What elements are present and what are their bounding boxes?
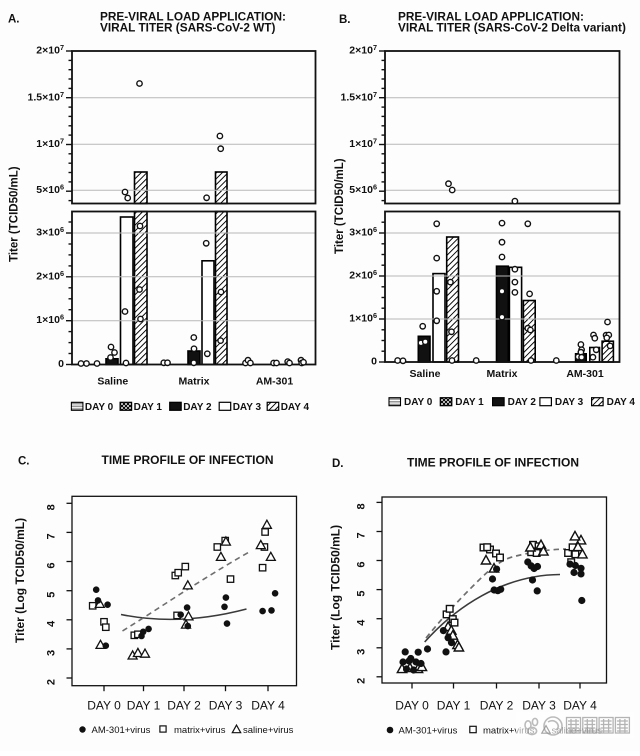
svg-text:1.5×107: 1.5×107	[28, 90, 64, 104]
svg-text:B.: B.	[339, 14, 351, 26]
svg-text:4: 4	[46, 620, 58, 627]
svg-text:DAY 3: DAY 3	[555, 397, 584, 408]
svg-text:DAY 2: DAY 2	[480, 699, 514, 713]
svg-text:7: 7	[45, 533, 57, 539]
svg-text:VIRAL TITER (SARS-CoV-2 WT): VIRAL TITER (SARS-CoV-2 WT)	[100, 21, 275, 35]
svg-text:0: 0	[371, 356, 377, 368]
svg-text:3: 3	[356, 649, 368, 655]
svg-text:DAY 0: DAY 0	[85, 402, 114, 413]
svg-text:DAY 1: DAY 1	[127, 699, 161, 713]
svg-text:AM-301+virus: AM-301+virus	[92, 725, 151, 736]
svg-text:Matrix: Matrix	[179, 376, 210, 388]
svg-text:1×107: 1×107	[36, 136, 64, 150]
svg-text:Titer (TCID50/mL): Titer (TCID50/mL)	[334, 158, 346, 254]
svg-text:7: 7	[356, 532, 368, 538]
svg-text:2×106: 2×106	[36, 269, 64, 283]
svg-text:PRE-VIRAL LOAD APPLICATION:: PRE-VIRAL LOAD APPLICATION:	[100, 10, 286, 24]
svg-text:5: 5	[46, 592, 58, 598]
svg-text:8: 8	[356, 503, 368, 509]
svg-text:Matrix: Matrix	[487, 368, 518, 380]
svg-text:DAY 4: DAY 4	[563, 699, 597, 713]
svg-text:DAY 1: DAY 1	[134, 402, 163, 413]
svg-text:matrix+virus: matrix+virus	[483, 726, 535, 737]
svg-text:C.: C.	[18, 456, 30, 468]
svg-text:8: 8	[46, 504, 58, 510]
svg-text:0: 0	[58, 358, 64, 370]
svg-text:3×106: 3×106	[36, 225, 64, 239]
svg-text:DAY 3: DAY 3	[209, 699, 243, 713]
svg-text:TIME PROFILE OF INFECTION: TIME PROFILE OF INFECTION	[407, 456, 579, 470]
svg-text:2×106: 2×106	[349, 268, 377, 282]
svg-text:DAY 2: DAY 2	[183, 402, 212, 413]
svg-text:2×107: 2×107	[349, 43, 377, 57]
svg-text:DAY 3: DAY 3	[522, 699, 556, 713]
svg-text:1×106: 1×106	[36, 313, 64, 327]
svg-text:DAY 4: DAY 4	[607, 397, 636, 408]
svg-text:A.: A.	[8, 14, 20, 26]
svg-text:Saline: Saline	[97, 376, 128, 388]
svg-text:Saline: Saline	[410, 368, 441, 380]
svg-text:DAY 1: DAY 1	[455, 397, 484, 408]
svg-text:saline+virus: saline+virus	[243, 725, 294, 736]
svg-text:DAY 2: DAY 2	[167, 699, 201, 713]
svg-text:AM-301: AM-301	[566, 368, 604, 380]
svg-text:DAY 2: DAY 2	[508, 397, 537, 408]
svg-text:Titer (TCID50/mL): Titer (TCID50/mL)	[9, 166, 21, 262]
svg-text:DAY 4: DAY 4	[281, 402, 310, 413]
svg-text:2×107: 2×107	[36, 43, 64, 57]
svg-text:TIME PROFILE OF INFECTION: TIME PROFILE OF INFECTION	[102, 453, 274, 467]
svg-text:matrix+virus: matrix+virus	[174, 725, 226, 736]
svg-text:DAY 4: DAY 4	[251, 699, 285, 713]
svg-text:DAY 0: DAY 0	[87, 699, 121, 713]
svg-text:D.: D.	[332, 458, 344, 470]
svg-text:Titer (Log TCID50/mL): Titer (Log TCID50/mL)	[329, 525, 343, 650]
svg-text:1×106: 1×106	[349, 311, 377, 325]
svg-text:4: 4	[356, 619, 368, 626]
svg-text:DAY 1: DAY 1	[437, 699, 471, 713]
svg-text:5×106: 5×106	[36, 182, 64, 196]
svg-text:2: 2	[45, 679, 57, 685]
svg-text:3×106: 3×106	[349, 225, 377, 239]
svg-text:1×107: 1×107	[349, 136, 377, 150]
svg-text:DAY 0: DAY 0	[404, 397, 433, 408]
svg-text:PRE-VIRAL LOAD APPLICATION:: PRE-VIRAL LOAD APPLICATION:	[398, 10, 584, 24]
svg-text:2: 2	[355, 678, 367, 684]
svg-text:AM-301: AM-301	[256, 376, 294, 388]
svg-text:5×106: 5×106	[349, 182, 377, 196]
svg-text:1.5×107: 1.5×107	[341, 90, 377, 104]
svg-text:6: 6	[45, 562, 57, 568]
svg-text:6: 6	[355, 561, 367, 567]
svg-text:5: 5	[355, 591, 367, 597]
svg-text:VIRAL TITER (SARS-CoV-2 Delta: VIRAL TITER (SARS-CoV-2 Delta variant)	[398, 21, 626, 35]
svg-text:DAY 0: DAY 0	[395, 699, 429, 713]
svg-text:3: 3	[46, 650, 58, 656]
svg-text:Titer (Log TCID50/mL): Titer (Log TCID50/mL)	[13, 518, 27, 643]
svg-text:DAY 3: DAY 3	[233, 402, 262, 413]
svg-text:AM-301+virus: AM-301+virus	[399, 726, 458, 737]
